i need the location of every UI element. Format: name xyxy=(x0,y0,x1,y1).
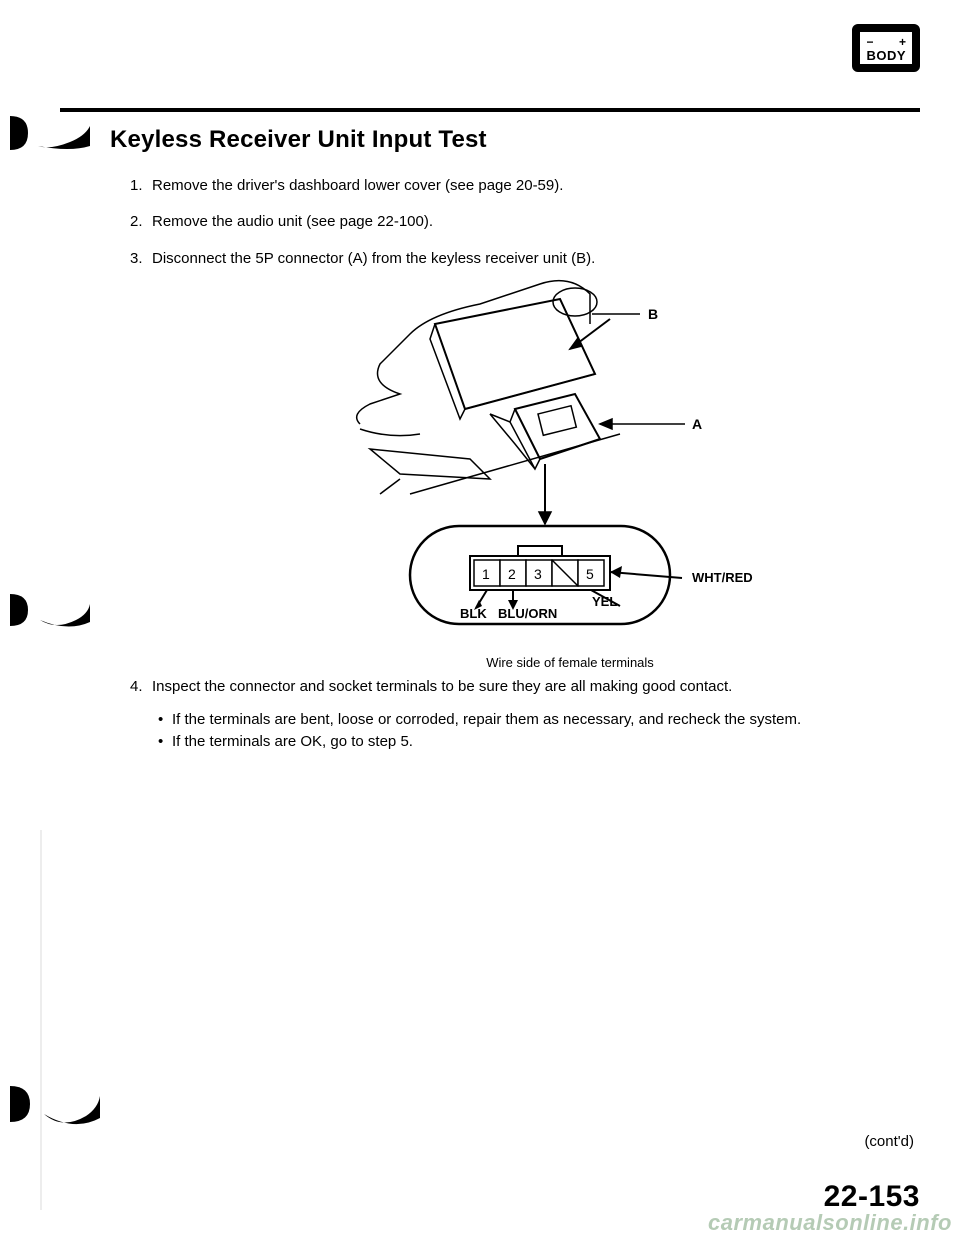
bullet-text: If the terminals are OK, go to step 5. xyxy=(172,731,413,753)
figure: B A 1 2 3 5 xyxy=(340,264,800,670)
bullet-dot: • xyxy=(158,709,172,731)
wire-blk: BLK xyxy=(460,606,487,621)
binding-shadow xyxy=(40,830,42,1210)
step-text: Inspect the connector and socket termina… xyxy=(152,678,732,695)
step-num: 2. xyxy=(130,212,152,232)
step-1: 1. Remove the driver's dashboard lower c… xyxy=(130,176,900,196)
step-num: 1. xyxy=(130,176,152,196)
bullet-dot: • xyxy=(158,731,172,753)
badge-minus: − xyxy=(866,36,872,48)
badge-label: BODY xyxy=(866,49,906,62)
label-b: B xyxy=(648,306,658,322)
thumb-tab-mid xyxy=(10,590,90,635)
bullet-2: • If the terminals are OK, go to step 5. xyxy=(158,731,900,753)
bullet-text: If the terminals are bent, loose or corr… xyxy=(172,709,801,731)
figure-caption: Wire side of female terminals xyxy=(340,655,800,670)
pin-2: 2 xyxy=(508,566,516,582)
page-number: 22-153 xyxy=(824,1180,920,1214)
badge-plus: + xyxy=(899,36,906,48)
step-text: Remove the audio unit (see page 22-100). xyxy=(152,212,433,232)
body-badge-inner: − + BODY xyxy=(860,32,912,64)
figure-svg: B A 1 2 3 5 xyxy=(340,264,800,644)
step4-bullets: • If the terminals are bent, loose or co… xyxy=(158,709,900,753)
contd: (cont'd) xyxy=(864,1133,914,1150)
manual-page: − + BODY Keyless Receiver Unit Input Tes… xyxy=(0,0,960,1242)
step-num: 3. xyxy=(130,249,152,269)
bullet-1: • If the terminals are bent, loose or co… xyxy=(158,709,900,731)
header-rule xyxy=(60,108,920,112)
pin-5: 5 xyxy=(586,566,594,582)
thumb-tab-bottom xyxy=(10,1080,100,1135)
pin-1: 1 xyxy=(482,566,490,582)
step-num: 4. xyxy=(130,678,152,695)
wire-bluorn: BLU/ORN xyxy=(498,606,557,621)
wire-whtred: WHT/RED xyxy=(692,570,753,585)
thumb-tab-top xyxy=(10,116,90,150)
step-4: 4. Inspect the connector and socket term… xyxy=(130,678,900,753)
body-badge: − + BODY xyxy=(852,24,920,72)
page-title: Keyless Receiver Unit Input Test xyxy=(110,126,487,154)
step-2: 2. Remove the audio unit (see page 22-10… xyxy=(130,212,900,232)
wire-yel: YEL xyxy=(592,594,617,609)
pin-3: 3 xyxy=(534,566,542,582)
label-a: A xyxy=(692,416,702,432)
step-text: Remove the driver's dashboard lower cove… xyxy=(152,176,563,196)
